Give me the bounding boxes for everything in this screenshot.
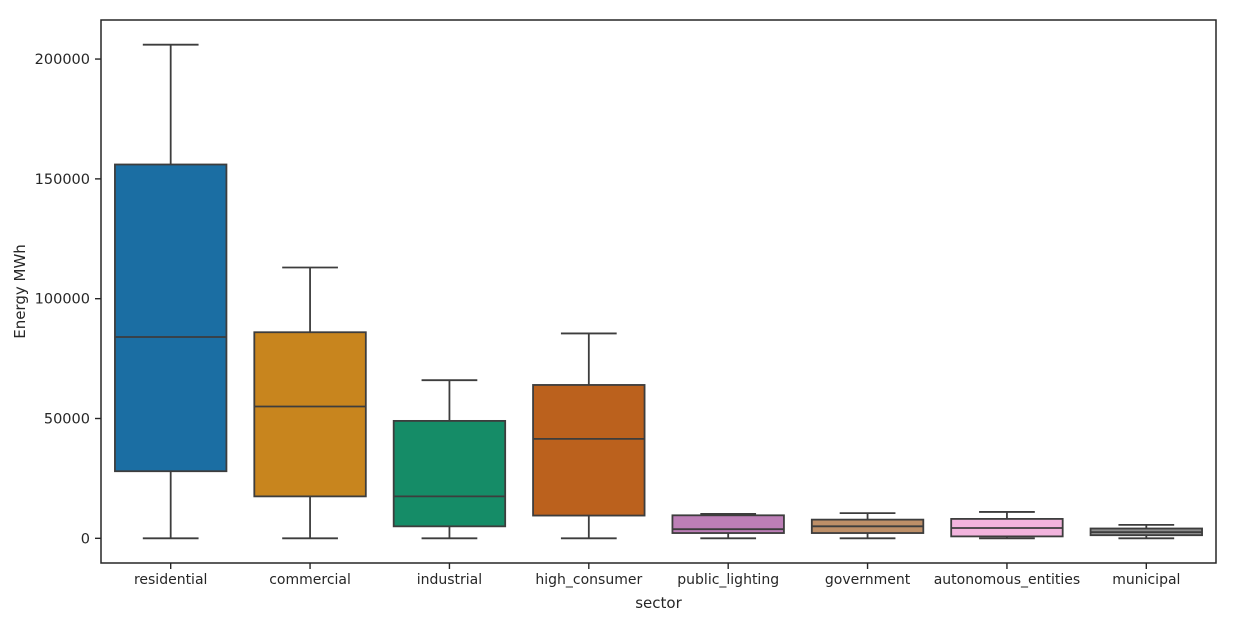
x-axis-label: sector: [635, 594, 682, 612]
box-public_lighting: [671, 514, 785, 534]
x-tick-label-high_consumer: high_consumer: [535, 572, 642, 588]
y-tick-label: 0: [81, 531, 90, 547]
x-tick-label-government: government: [825, 572, 911, 588]
y-axis-label: Energy MWh: [11, 244, 29, 339]
x-tick-label-residential: residential: [134, 572, 207, 588]
box-high_consumer: [532, 384, 646, 517]
y-tick-label: 50000: [44, 412, 90, 428]
plot-frame: [100, 19, 1217, 564]
x-tick-label-industrial: industrial: [417, 572, 482, 588]
y-tick-label: 100000: [35, 292, 90, 308]
x-tick-label-commercial: commercial: [269, 572, 351, 588]
y-tick-label: 150000: [35, 172, 90, 188]
x-tick-label-municipal: municipal: [1112, 572, 1180, 588]
box-residential: [114, 163, 228, 473]
box-commercial: [253, 331, 367, 498]
y-tick-label: 200000: [35, 52, 90, 68]
x-tick-label-public_lighting: public_lighting: [677, 572, 779, 588]
x-tick-label-autonomous_entities: autonomous_entities: [934, 572, 1080, 588]
box-industrial: [392, 419, 507, 528]
